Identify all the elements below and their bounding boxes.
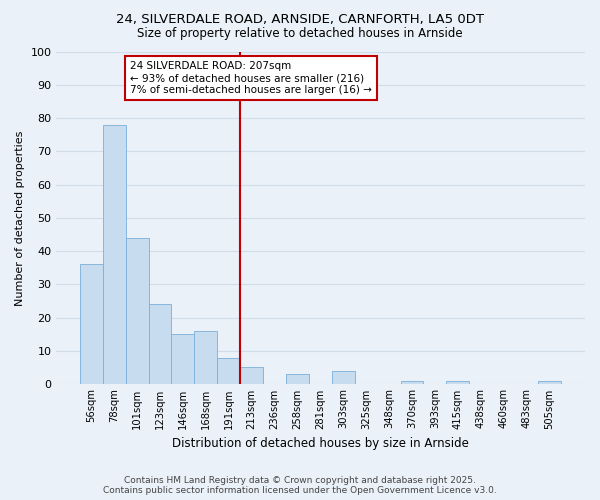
- Bar: [286, 374, 309, 384]
- Text: 24, SILVERDALE ROAD, ARNSIDE, CARNFORTH, LA5 0DT: 24, SILVERDALE ROAD, ARNSIDE, CARNFORTH,…: [116, 12, 484, 26]
- Text: Contains HM Land Registry data © Crown copyright and database right 2025.
Contai: Contains HM Land Registry data © Crown c…: [103, 476, 497, 495]
- Bar: [103, 124, 125, 384]
- Bar: [332, 371, 355, 384]
- Bar: [538, 381, 561, 384]
- Y-axis label: Number of detached properties: Number of detached properties: [15, 130, 25, 306]
- Text: Size of property relative to detached houses in Arnside: Size of property relative to detached ho…: [137, 28, 463, 40]
- Bar: [172, 334, 194, 384]
- Bar: [446, 381, 469, 384]
- Bar: [401, 381, 424, 384]
- Bar: [80, 264, 103, 384]
- Text: 24 SILVERDALE ROAD: 207sqm
← 93% of detached houses are smaller (216)
7% of semi: 24 SILVERDALE ROAD: 207sqm ← 93% of deta…: [130, 62, 372, 94]
- Bar: [149, 304, 172, 384]
- Bar: [194, 331, 217, 384]
- X-axis label: Distribution of detached houses by size in Arnside: Distribution of detached houses by size …: [172, 437, 469, 450]
- Bar: [240, 368, 263, 384]
- Bar: [125, 238, 149, 384]
- Bar: [217, 358, 240, 384]
